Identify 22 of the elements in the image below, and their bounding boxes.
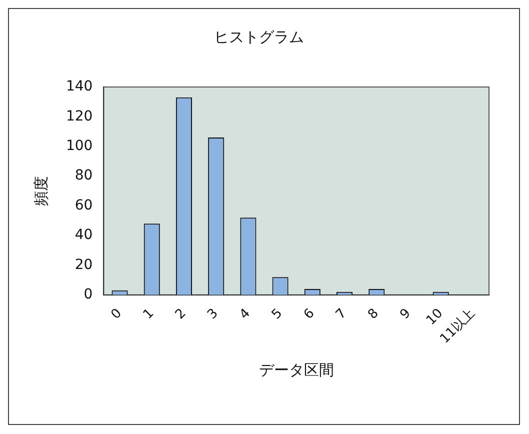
- chart-title: ヒストグラム: [214, 28, 304, 46]
- x-tick-label: 0: [108, 306, 125, 322]
- y-tick-label: 20: [74, 256, 93, 273]
- y-axis-title: 頻度: [32, 176, 50, 206]
- x-tick-label: 8: [365, 306, 382, 322]
- x-tick-label: 7: [333, 306, 350, 322]
- y-tick-label: 80: [74, 168, 93, 184]
- y-tick-label: 0: [84, 286, 93, 303]
- x-tick-label: 3: [204, 306, 222, 322]
- y-tick-label: 120: [66, 108, 93, 124]
- x-tick-label: 10: [424, 306, 446, 328]
- x-axis-title: データ区間: [258, 360, 334, 379]
- y-tick-label: 140: [66, 78, 93, 95]
- y-tick-label: 60: [74, 197, 93, 214]
- y-tick-label: 40: [74, 227, 93, 244]
- x-tick-label: 2: [172, 306, 190, 322]
- x-tick-label: 5: [269, 306, 286, 322]
- x-tick-label: 4: [236, 306, 254, 322]
- x-tick-label: 6: [301, 306, 318, 322]
- x-tick-label: 9: [397, 306, 414, 322]
- y-tick-label: 100: [66, 138, 93, 154]
- x-tick-label: 1: [140, 306, 158, 322]
